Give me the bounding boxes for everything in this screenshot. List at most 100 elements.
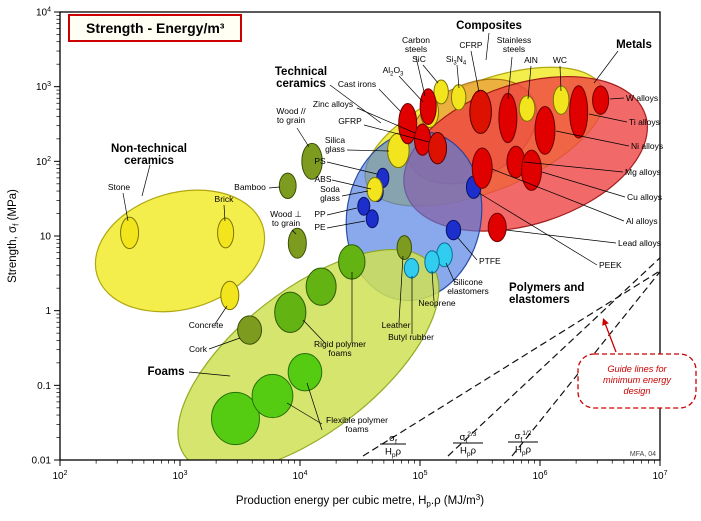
leader-line-silicone-elastomers xyxy=(445,262,456,284)
material-flexible-polymer-foams xyxy=(251,373,294,419)
leader-line-silica-glass xyxy=(346,149,390,152)
label-carbon-steels: steels xyxy=(405,44,427,54)
leader-line-cast-irons xyxy=(378,88,402,113)
label-al-alloys: Al alloys xyxy=(626,216,658,226)
leader-line-ti-alloys xyxy=(588,113,628,123)
y-tick-label: 103 xyxy=(36,81,51,93)
leader-line-rigid-polymer-foams xyxy=(302,319,326,344)
label-non-technical-ceramics: Non-technical xyxy=(111,143,187,155)
leader-line-ni-alloys xyxy=(555,130,630,147)
material-bamboo xyxy=(278,172,297,200)
label-neoprene: Neoprene xyxy=(418,298,456,308)
leader-line-neoprene xyxy=(431,270,435,302)
leader-line-wc xyxy=(559,65,562,92)
material-cork xyxy=(237,315,263,345)
y-tick-label: 10 xyxy=(40,232,52,243)
material-rigid-polymer-foams xyxy=(305,267,337,306)
material-pe xyxy=(365,209,379,229)
material-concrete xyxy=(220,280,240,311)
plot-area xyxy=(94,66,660,460)
label-wood-to-grain: Wood ⊥ xyxy=(270,209,302,219)
leader-line-sic xyxy=(422,64,439,84)
y-tick-label: 1 xyxy=(45,306,51,317)
material-leather xyxy=(396,235,413,261)
y-tick-label: 0.01 xyxy=(32,456,52,467)
leader-line-pe xyxy=(326,220,366,229)
material-carbon-steels xyxy=(419,88,437,126)
leader-line-cfrp xyxy=(470,50,480,93)
material-cast-irons xyxy=(398,102,418,145)
material-ti-alloys xyxy=(569,85,589,139)
x-tick-label: 106 xyxy=(532,470,547,482)
x-tick-label: 107 xyxy=(652,470,667,482)
label-gfrp: GFRP xyxy=(338,116,362,126)
leader-line-al-alloys xyxy=(491,168,625,222)
material-w-alloys xyxy=(592,85,610,115)
label-cu-alloys: Cu alloys xyxy=(627,192,662,202)
leader-line-ptfe xyxy=(457,237,478,261)
label-ptfe: PTFE xyxy=(479,256,501,266)
label-composites: Composites xyxy=(456,20,522,32)
material-rigid-polymer-foams xyxy=(274,291,307,333)
leader-line-wood-to-grain xyxy=(291,229,297,235)
leader-line-foams xyxy=(188,371,231,377)
guide-line-2 xyxy=(447,256,660,457)
y-tick-label: 104 xyxy=(36,7,51,19)
x-tick-label: 104 xyxy=(292,470,307,482)
label-silica-glass: glass xyxy=(325,144,345,154)
material-stone xyxy=(120,216,140,250)
x-tick-label: 102 xyxy=(52,470,67,482)
label-wood-to-grain: to grain xyxy=(277,115,306,125)
material-stainless-steels xyxy=(498,92,518,144)
label-bamboo: Bamboo xyxy=(234,182,266,192)
label-lead-alloys: Lead alloys xyxy=(618,238,661,248)
label-silica-glass: Silica xyxy=(325,135,346,145)
guide-fraction-denominator: Hpρ xyxy=(515,445,532,458)
label-wood-to-grain: Wood // xyxy=(276,106,306,116)
leader-line-composites xyxy=(485,32,490,61)
chart-title: Strength - Energy/m³ xyxy=(86,20,225,36)
leader-line-flexible-polymer-foams xyxy=(306,382,323,431)
label-zinc-alloys: Zinc alloys xyxy=(313,99,353,109)
material-neoprene xyxy=(424,250,440,274)
label-pp: PP xyxy=(314,209,326,219)
material-al-alloys xyxy=(471,147,493,189)
label-brick: Brick xyxy=(215,194,235,204)
guide-line-3 xyxy=(511,270,660,457)
leader-line-lead-alloys xyxy=(505,229,617,244)
material-ptfe xyxy=(445,219,462,241)
label-stone: Stone xyxy=(108,182,130,192)
guide-fraction-numerator: σf1/2 xyxy=(515,430,532,444)
leader-line-cu-alloys xyxy=(541,171,626,198)
y-axis-title: Strength, σf (MPa) xyxy=(7,189,21,283)
material-cfrp xyxy=(469,89,492,135)
guide-fraction-denominator: Hpρ xyxy=(385,447,402,460)
guide-note-text: minimum energy xyxy=(603,375,672,385)
label-stainless-steels: Stainless xyxy=(497,35,532,45)
guide-note-text: design xyxy=(623,386,650,396)
leader-line-metals xyxy=(593,50,619,84)
label-soda-glass: glass xyxy=(320,193,340,203)
label-cast-irons: Cast irons xyxy=(338,79,376,89)
label-butyl-rubber: Butyl rubber xyxy=(388,332,434,342)
material-aln xyxy=(518,95,536,122)
label-pe: PE xyxy=(314,222,326,232)
axes-layer: 102 103 104 105 106 1071041031021010.10.01Pro… xyxy=(7,7,668,509)
y-tick-label: 0.1 xyxy=(37,381,51,392)
material-gfrp xyxy=(428,132,448,165)
label-w-alloys: W alloys xyxy=(626,93,658,103)
label-mg-alloys: Mg alloys xyxy=(625,167,661,177)
label-leather: Leather xyxy=(382,320,411,330)
x-axis-title: Production energy per cubic metre, Hp.ρ … xyxy=(236,493,484,509)
material-flexible-polymer-foams xyxy=(210,391,260,446)
label-soda-glass: Soda xyxy=(320,184,340,194)
label-peek: PEEK xyxy=(599,260,622,270)
leader-line-concrete xyxy=(214,305,228,325)
label-metals: Metals xyxy=(616,39,652,51)
label-wc: WC xyxy=(553,55,567,65)
leader-line-gfrp xyxy=(363,124,430,143)
leader-line-w-alloys xyxy=(609,97,625,100)
